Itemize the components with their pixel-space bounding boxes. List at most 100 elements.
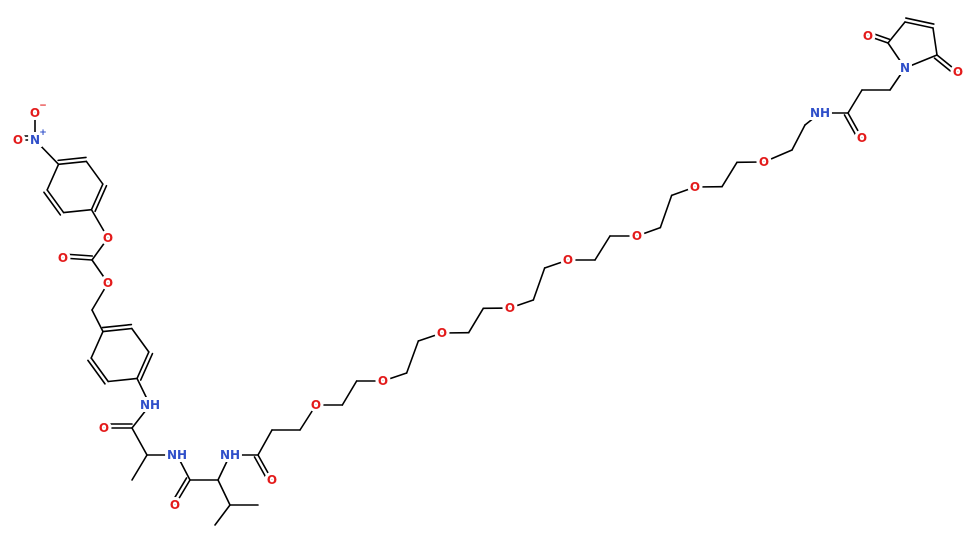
bond xyxy=(87,359,106,385)
atom-label: O xyxy=(58,251,68,265)
bond xyxy=(131,404,151,429)
bond xyxy=(131,454,148,481)
bonds xyxy=(17,17,959,526)
bond xyxy=(670,186,696,197)
bond xyxy=(904,21,934,29)
atom-label: O xyxy=(563,253,573,267)
atom-label: O xyxy=(759,155,769,169)
bond xyxy=(107,377,138,383)
bond xyxy=(94,184,108,213)
bond xyxy=(382,372,408,382)
atom-label: NH xyxy=(167,448,187,462)
bond xyxy=(46,163,60,191)
atom-label: NH xyxy=(220,448,240,462)
bond xyxy=(417,332,443,342)
bond xyxy=(257,454,273,481)
bond xyxy=(532,267,546,301)
bond xyxy=(868,31,891,41)
bond xyxy=(847,112,863,139)
atom-label: N xyxy=(30,133,40,147)
bond xyxy=(253,456,270,483)
bond xyxy=(57,160,88,166)
bond xyxy=(217,454,231,481)
bond xyxy=(130,327,150,353)
atom-label: N xyxy=(900,61,910,75)
bond xyxy=(62,208,93,214)
bond xyxy=(131,427,148,456)
bond xyxy=(90,208,109,239)
bond xyxy=(91,282,109,311)
bond xyxy=(90,330,104,359)
bond xyxy=(763,149,793,163)
bond xyxy=(405,340,420,374)
bond xyxy=(887,42,906,69)
bond xyxy=(85,160,104,185)
atom-label: O xyxy=(505,301,515,315)
bond xyxy=(62,253,94,257)
atom-label: O xyxy=(103,231,113,245)
bond xyxy=(90,183,104,211)
atom-label: O xyxy=(857,131,867,145)
bond xyxy=(170,477,188,504)
bond xyxy=(843,114,860,141)
bond xyxy=(509,299,535,309)
bond xyxy=(543,259,569,269)
bond xyxy=(91,309,104,333)
bond xyxy=(34,139,60,166)
atom-label: O xyxy=(13,133,23,147)
bond xyxy=(217,479,231,506)
bond xyxy=(57,156,87,162)
atom-label: O xyxy=(632,229,642,243)
atom-charge: + xyxy=(39,128,47,138)
bond xyxy=(791,124,806,151)
bond xyxy=(139,352,154,381)
bond xyxy=(62,257,93,261)
bond xyxy=(299,404,317,431)
bond xyxy=(594,235,611,261)
bond xyxy=(90,357,110,383)
atom-label: O xyxy=(99,421,109,435)
atom-label: O xyxy=(953,65,963,79)
bond xyxy=(101,323,133,329)
bond xyxy=(136,351,150,380)
bond xyxy=(721,161,738,188)
bond xyxy=(136,377,151,406)
bond xyxy=(932,27,938,56)
bond xyxy=(804,112,821,126)
atom-charge: − xyxy=(39,101,47,111)
bond xyxy=(174,479,191,506)
atom-label: O xyxy=(267,473,277,487)
bond xyxy=(341,380,358,406)
atom-label: O xyxy=(690,180,700,194)
bond xyxy=(847,89,863,114)
atom-label: NH xyxy=(810,106,830,120)
atom-label: O xyxy=(437,326,447,340)
atom-label: O xyxy=(170,498,180,512)
bond xyxy=(46,189,65,214)
bond xyxy=(257,429,273,456)
bond xyxy=(867,35,889,44)
bond xyxy=(176,454,191,481)
bond xyxy=(936,54,959,73)
atom-label: NH xyxy=(140,398,160,412)
atom-label: O xyxy=(30,106,40,120)
bond xyxy=(904,54,938,69)
atom-label: O xyxy=(103,276,113,290)
atom-label: O xyxy=(863,29,873,43)
bond xyxy=(889,67,906,91)
bond xyxy=(659,194,673,229)
bond xyxy=(905,17,935,25)
bond xyxy=(214,504,231,526)
atom-label: O xyxy=(311,398,321,412)
bond xyxy=(467,307,485,334)
bond xyxy=(91,259,109,284)
bond xyxy=(43,191,62,216)
atom-label: O xyxy=(378,374,388,388)
bond xyxy=(91,237,109,261)
bond xyxy=(636,226,662,237)
bond xyxy=(887,21,906,44)
bond xyxy=(933,57,957,76)
bond xyxy=(102,327,133,333)
